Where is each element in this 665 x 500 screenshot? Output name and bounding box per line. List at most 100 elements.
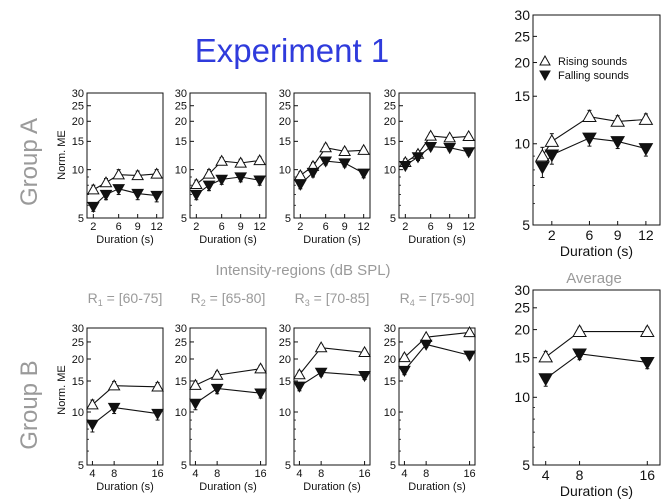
falling-marker [419,339,433,351]
falling-marker [86,419,99,431]
falling-marker [338,158,352,170]
falling-marker [544,149,560,163]
falling-marker [189,398,202,410]
falling-marker [150,190,164,203]
rising-marker [215,154,229,166]
y-tick-label: 20 [279,116,291,128]
y-tick-label: 20 [279,354,291,366]
x-tick-label: 2 [193,221,199,233]
y-tick-label: 5 [285,460,291,472]
rising-series-line [299,347,365,375]
y-tick-label: 15 [384,136,396,148]
legend-rising-label: Rising sounds [558,56,628,68]
falling-marker [319,156,333,168]
y-tick-label: 25 [514,300,530,316]
falling-marker [254,388,267,400]
rising-marker [610,113,626,127]
falling-marker [131,188,145,201]
y-tick-label: 30 [384,88,396,100]
x-axis-label: Duration (s) [408,234,465,246]
rising-marker [151,380,164,392]
y-axis-label: Norm. ME [56,130,68,180]
y-tick-label: 30 [514,282,530,298]
y-tick-label: 10 [514,389,530,405]
falling-marker [234,172,248,184]
falling-marker [572,348,587,362]
y-tick-label: 25 [279,101,291,113]
plot-frame [532,14,661,226]
plot-frame [398,327,476,466]
rising-marker [538,349,554,363]
rising-marker [107,379,121,391]
rising-marker [535,148,550,162]
x-tick-label: 8 [111,468,117,480]
rising-marker [254,362,267,374]
rising-series-line [92,385,158,406]
plot-frame [532,289,661,466]
x-axis-label: Duration (s) [303,481,360,493]
legend-falling-label: Falling sounds [558,70,629,82]
falling-marker [398,160,412,173]
plot-frame [189,327,267,466]
average-heading: Average [566,270,622,287]
y-tick-label: 20 [384,116,396,128]
falling-marker [215,174,229,186]
y-tick-label: 10 [175,407,187,419]
falling-marker [535,161,550,175]
falling-series-line [541,137,647,168]
falling-marker [582,132,597,146]
rising-marker [314,341,328,353]
falling-marker [210,383,224,395]
rising-marker [424,129,438,141]
x-tick-label: 6 [428,221,434,233]
rising-marker [398,350,411,363]
panel-A-avg: 5 10 15 20 25 30 2 6 9 12 Duration (s) Rising sound… [514,7,661,259]
y-tick-label: 25 [72,337,84,349]
y-tick-label: 30 [175,88,187,100]
x-tick-label: 12 [151,221,163,233]
x-tick-label: 12 [638,227,654,243]
x-tick-label: 4 [296,468,302,480]
rising-marker [293,168,307,181]
rising-marker [202,167,216,179]
y-tick-label: 10 [384,164,396,176]
panel-B-avg: 5 10 15 20 25 30 4 8 16 Duration (s) [514,282,661,499]
x-tick-label: 16 [640,467,656,483]
y-tick-label: 5 [78,460,84,472]
rising-marker [319,141,333,153]
x-tick-label: 9 [238,221,244,233]
rising-marker [639,324,655,337]
y-tick-label: 10 [279,164,291,176]
y-tick-label: 30 [384,323,396,335]
falling-marker [610,136,626,149]
region-label-row: R1 = [60-75] R2 = [65-80] R3 = [70-85] R4 =… [88,290,475,308]
falling-marker [99,189,113,202]
x-tick-label: 4 [401,468,407,480]
y-tick-label: 25 [72,101,84,113]
y-tick-label: 10 [72,407,84,419]
rising-marker [253,153,267,166]
falling-marker [411,152,425,164]
plot-frame [293,92,371,219]
x-tick-label: 16 [463,468,475,480]
y-tick-label: 20 [72,354,84,366]
legend: Rising sounds Falling sounds [539,54,629,82]
falling-marker [293,381,306,393]
figure-title: Experiment 1 [195,32,389,69]
rising-marker [638,111,654,125]
x-tick-label: 4 [89,468,95,480]
rising-marker [357,143,371,155]
rising-marker [582,109,597,123]
y-tick-label: 20 [514,54,530,70]
y-tick-label: 5 [181,213,187,225]
y-tick-label: 20 [175,116,187,128]
y-tick-label: 15 [514,350,530,366]
rising-marker [150,167,164,179]
x-tick-label: 2 [548,227,556,243]
falling-marker [189,189,203,202]
plot-frame [86,327,164,466]
